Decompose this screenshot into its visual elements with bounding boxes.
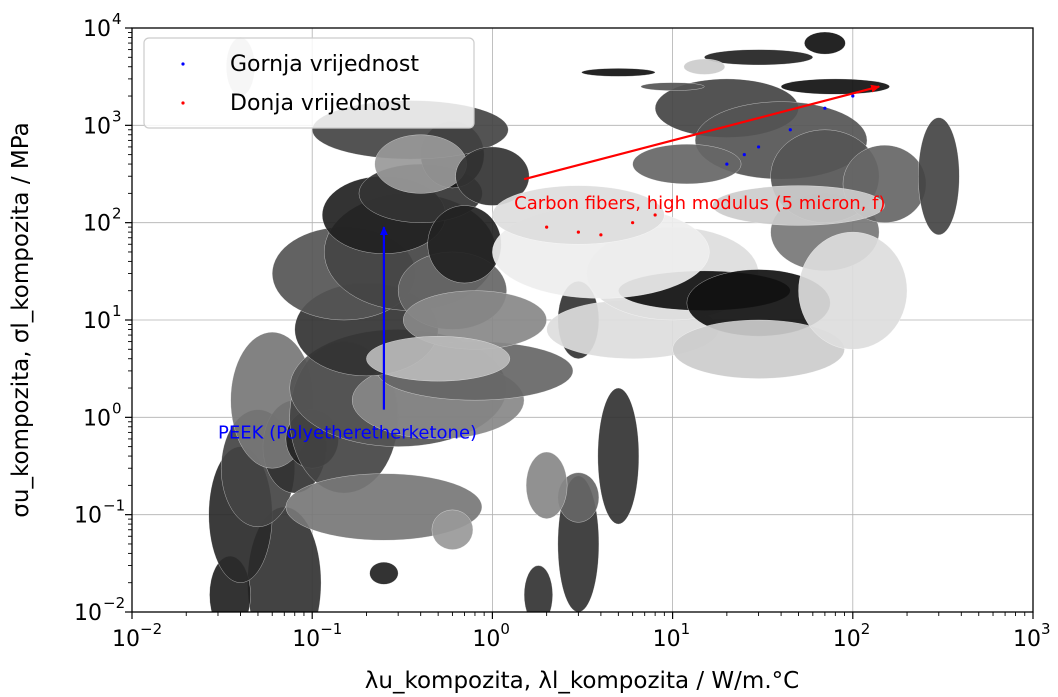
annotation-carbon-fibers: Carbon fibers, high modulus (5 micron, f…: [514, 193, 885, 214]
material-ellipse: [684, 59, 725, 74]
x-tick-label: 10: [1013, 627, 1041, 652]
x-tick-label: 10: [472, 627, 500, 652]
material-ellipse: [370, 562, 399, 584]
material-ellipse: [432, 510, 473, 550]
x-tick-exponent: 1: [681, 620, 691, 638]
y-tick-label: 10: [83, 406, 111, 431]
x-axis-title: λu_kompozita, λl_kompozita / W/m.°C: [365, 668, 799, 694]
x-tick-exponent: −2: [140, 620, 162, 638]
y-tick-label: 10: [74, 504, 102, 529]
data-point-gornja: [743, 153, 746, 156]
data-point-gornja: [823, 107, 826, 110]
y-tick-label: 10: [83, 17, 111, 42]
x-tick-label: 10: [833, 627, 861, 652]
data-point-donja: [654, 213, 657, 216]
material-ellipse: [428, 206, 502, 283]
y-tick-exponent: −1: [103, 497, 125, 515]
data-point-donja: [577, 230, 580, 233]
x-tick-exponent: 0: [500, 620, 510, 638]
material-ellipse: [582, 68, 656, 76]
x-tick-label: 10: [292, 627, 320, 652]
material-ellipse: [633, 144, 741, 184]
x-tick-exponent: 3: [1041, 620, 1051, 638]
x-tick-exponent: 2: [861, 620, 871, 638]
y-tick-exponent: 3: [112, 107, 122, 125]
y-tick-label: 10: [83, 309, 111, 334]
x-tick-label: 10: [653, 627, 681, 652]
x-tick-exponent: −1: [320, 620, 342, 638]
data-point-gornja: [757, 145, 760, 148]
material-ellipse: [598, 388, 639, 524]
material-ellipse: [366, 336, 509, 381]
legend: Gornja vrijednost Donja vrijednost: [144, 38, 474, 128]
legend-label-donja: Donja vrijednost: [230, 91, 411, 116]
material-ellipse: [524, 566, 553, 625]
material-ellipse: [799, 232, 907, 349]
data-point-gornja: [789, 128, 792, 131]
y-tick-exponent: 1: [112, 302, 122, 320]
material-ellipse: [804, 32, 845, 54]
annotation-peek: PEEK (Polyetheretherketone): [218, 422, 477, 443]
data-point-gornja: [725, 162, 728, 165]
data-point-donja: [631, 221, 634, 224]
x-tick-label: 10: [112, 627, 140, 652]
legend-marker-gornja: [181, 62, 184, 65]
y-tick-label: 10: [74, 601, 102, 626]
material-ellipse: [781, 79, 889, 94]
data-point-donja: [545, 226, 548, 229]
material-ellipse: [918, 118, 959, 235]
material-ellipse: [526, 452, 567, 519]
y-tick-label: 10: [83, 212, 111, 237]
material-ellipse: [375, 135, 467, 194]
data-point-gornja: [851, 94, 854, 97]
y-tick-label: 10: [83, 114, 111, 139]
y-tick-exponent: 4: [112, 10, 122, 28]
legend-label-gornja: Gornja vrijednost: [230, 52, 419, 77]
material-ellipse: [641, 83, 704, 91]
data-point-donja: [599, 233, 602, 236]
y-tick-exponent: 0: [112, 399, 122, 417]
y-axis-title: σu_kompozita, σl_kompozita / MPa: [8, 122, 34, 517]
legend-marker-donja: [181, 101, 184, 104]
y-tick-exponent: 2: [112, 205, 122, 223]
y-tick-exponent: −2: [103, 594, 125, 612]
